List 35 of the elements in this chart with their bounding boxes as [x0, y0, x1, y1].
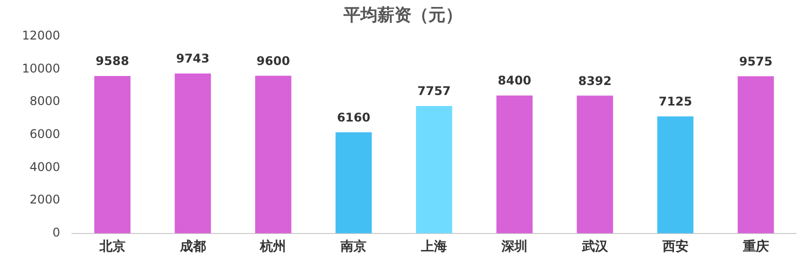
data-label: 7757 — [417, 84, 451, 98]
bar — [94, 76, 130, 234]
y-tick-label: 2000 — [30, 192, 60, 207]
data-label: 6160 — [336, 110, 370, 124]
y-tick-label: 4000 — [30, 160, 60, 174]
y-tick-label: 0 — [52, 226, 60, 240]
bar — [657, 116, 694, 234]
y-tick-label: 8000 — [30, 94, 60, 108]
y-tick-label: 6000 — [30, 127, 60, 142]
chart-title: 平均薪资（元） — [342, 6, 462, 26]
x-tick-label: 北京 — [98, 238, 126, 255]
data-label: 8392 — [578, 74, 612, 88]
x-tick-label: 上海 — [420, 240, 448, 255]
bar — [174, 73, 211, 234]
y-tick-label: 12000 — [22, 28, 60, 43]
x-tick-label: 成都 — [178, 240, 206, 255]
x-tick-label: 西安 — [661, 238, 688, 255]
y-tick-label: 10000 — [22, 61, 60, 76]
bar — [336, 132, 372, 234]
bar — [496, 96, 533, 234]
x-tick-label: 杭州 — [259, 238, 286, 255]
data-label: 9600 — [256, 54, 290, 68]
bar — [738, 76, 774, 234]
data-label: 8400 — [498, 74, 532, 88]
x-tick-label: 武汉 — [580, 240, 609, 255]
data-label: 9743 — [176, 52, 210, 66]
x-tick-label: 南京 — [340, 238, 367, 255]
data-label: 9575 — [739, 54, 772, 68]
data-label: 7125 — [658, 94, 692, 109]
data-label: 9588 — [96, 54, 130, 68]
bar — [255, 76, 292, 234]
bar — [576, 96, 614, 234]
x-tick-label: 重庆 — [742, 238, 769, 255]
bar — [416, 106, 452, 234]
x-tick-label: 深圳 — [500, 240, 528, 255]
